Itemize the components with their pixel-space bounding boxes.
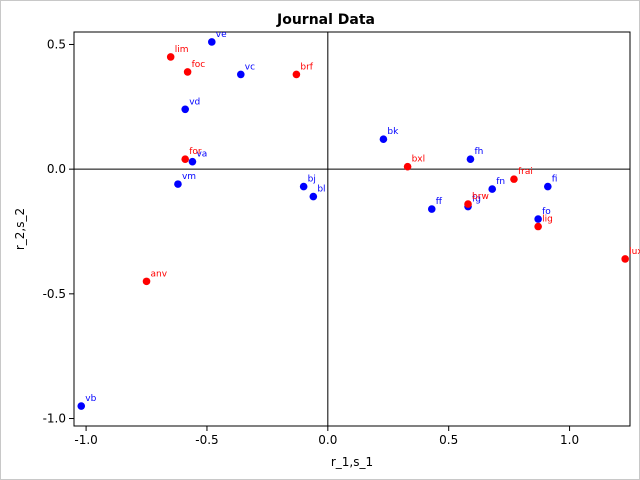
point-label: ve <box>216 30 227 40</box>
data-point <box>188 157 197 166</box>
data-point <box>379 135 388 144</box>
data-point <box>534 215 542 223</box>
data-point <box>183 68 192 76</box>
point-label: lux <box>629 247 640 257</box>
point-label: fh <box>474 147 483 157</box>
data-point <box>534 222 542 231</box>
data-point <box>207 38 216 46</box>
point-label: brw <box>472 192 489 202</box>
point-label: vc <box>245 62 255 72</box>
point-label: vd <box>189 97 200 107</box>
point-label: va <box>196 150 207 160</box>
point-label: bxl <box>412 155 426 165</box>
data-point <box>166 53 175 61</box>
data-point <box>181 105 189 114</box>
data-point <box>77 402 86 410</box>
point-label: fo <box>542 207 551 217</box>
data-point <box>292 70 301 79</box>
point-label: ff <box>436 197 443 207</box>
point-label: bl <box>317 185 325 195</box>
x-tick-label: -1.0 <box>74 433 97 447</box>
data-point <box>466 155 475 163</box>
data-point <box>174 180 182 188</box>
data-point <box>142 277 151 286</box>
data-point <box>464 200 472 208</box>
y-axis: -1.0 -0.5 0.0 0.5 <box>43 37 74 426</box>
data-point <box>621 255 629 263</box>
data-point <box>403 162 412 171</box>
x-axis-label: r_1,s_1 <box>331 455 373 469</box>
plot-area <box>73 31 631 427</box>
point-label: fi <box>552 175 558 185</box>
y-axis-label: r_2,s_2 <box>13 208 27 250</box>
y-tick-label: -1.0 <box>43 412 66 426</box>
point-label: lim <box>175 45 189 55</box>
chart-title: Journal Data <box>276 12 375 28</box>
x-tick-label: -0.5 <box>195 433 218 447</box>
point-label: fg <box>472 195 481 205</box>
data-point <box>309 192 318 201</box>
point-label: bj <box>308 175 316 185</box>
x-axis: -1.0 -0.5 0.0 0.5 1.0 <box>74 426 579 447</box>
data-point <box>299 182 308 191</box>
data-point <box>510 175 518 183</box>
point-label: foc <box>192 60 206 70</box>
y-tick-label: -0.5 <box>43 287 66 301</box>
point-label: frai <box>518 167 533 177</box>
data-point <box>237 70 245 79</box>
point-label: vb <box>85 394 96 404</box>
x-tick-label: 1.0 <box>560 433 579 447</box>
point-label: for <box>189 147 202 157</box>
data-point <box>544 182 552 191</box>
data-point <box>181 155 189 163</box>
point-label: bk <box>387 127 399 137</box>
point-label: fn <box>496 177 505 187</box>
point-label: vm <box>182 172 196 182</box>
data-point <box>427 205 436 213</box>
y-tick-label: 0.5 <box>47 37 66 51</box>
data-point <box>488 185 497 193</box>
point-label: lig <box>542 215 553 225</box>
point-label: brf <box>300 62 313 72</box>
point-label: anv <box>151 269 168 279</box>
x-tick-label: 0.0 <box>318 433 337 447</box>
y-tick-label: 0.0 <box>47 162 66 176</box>
x-tick-label: 0.5 <box>439 433 458 447</box>
